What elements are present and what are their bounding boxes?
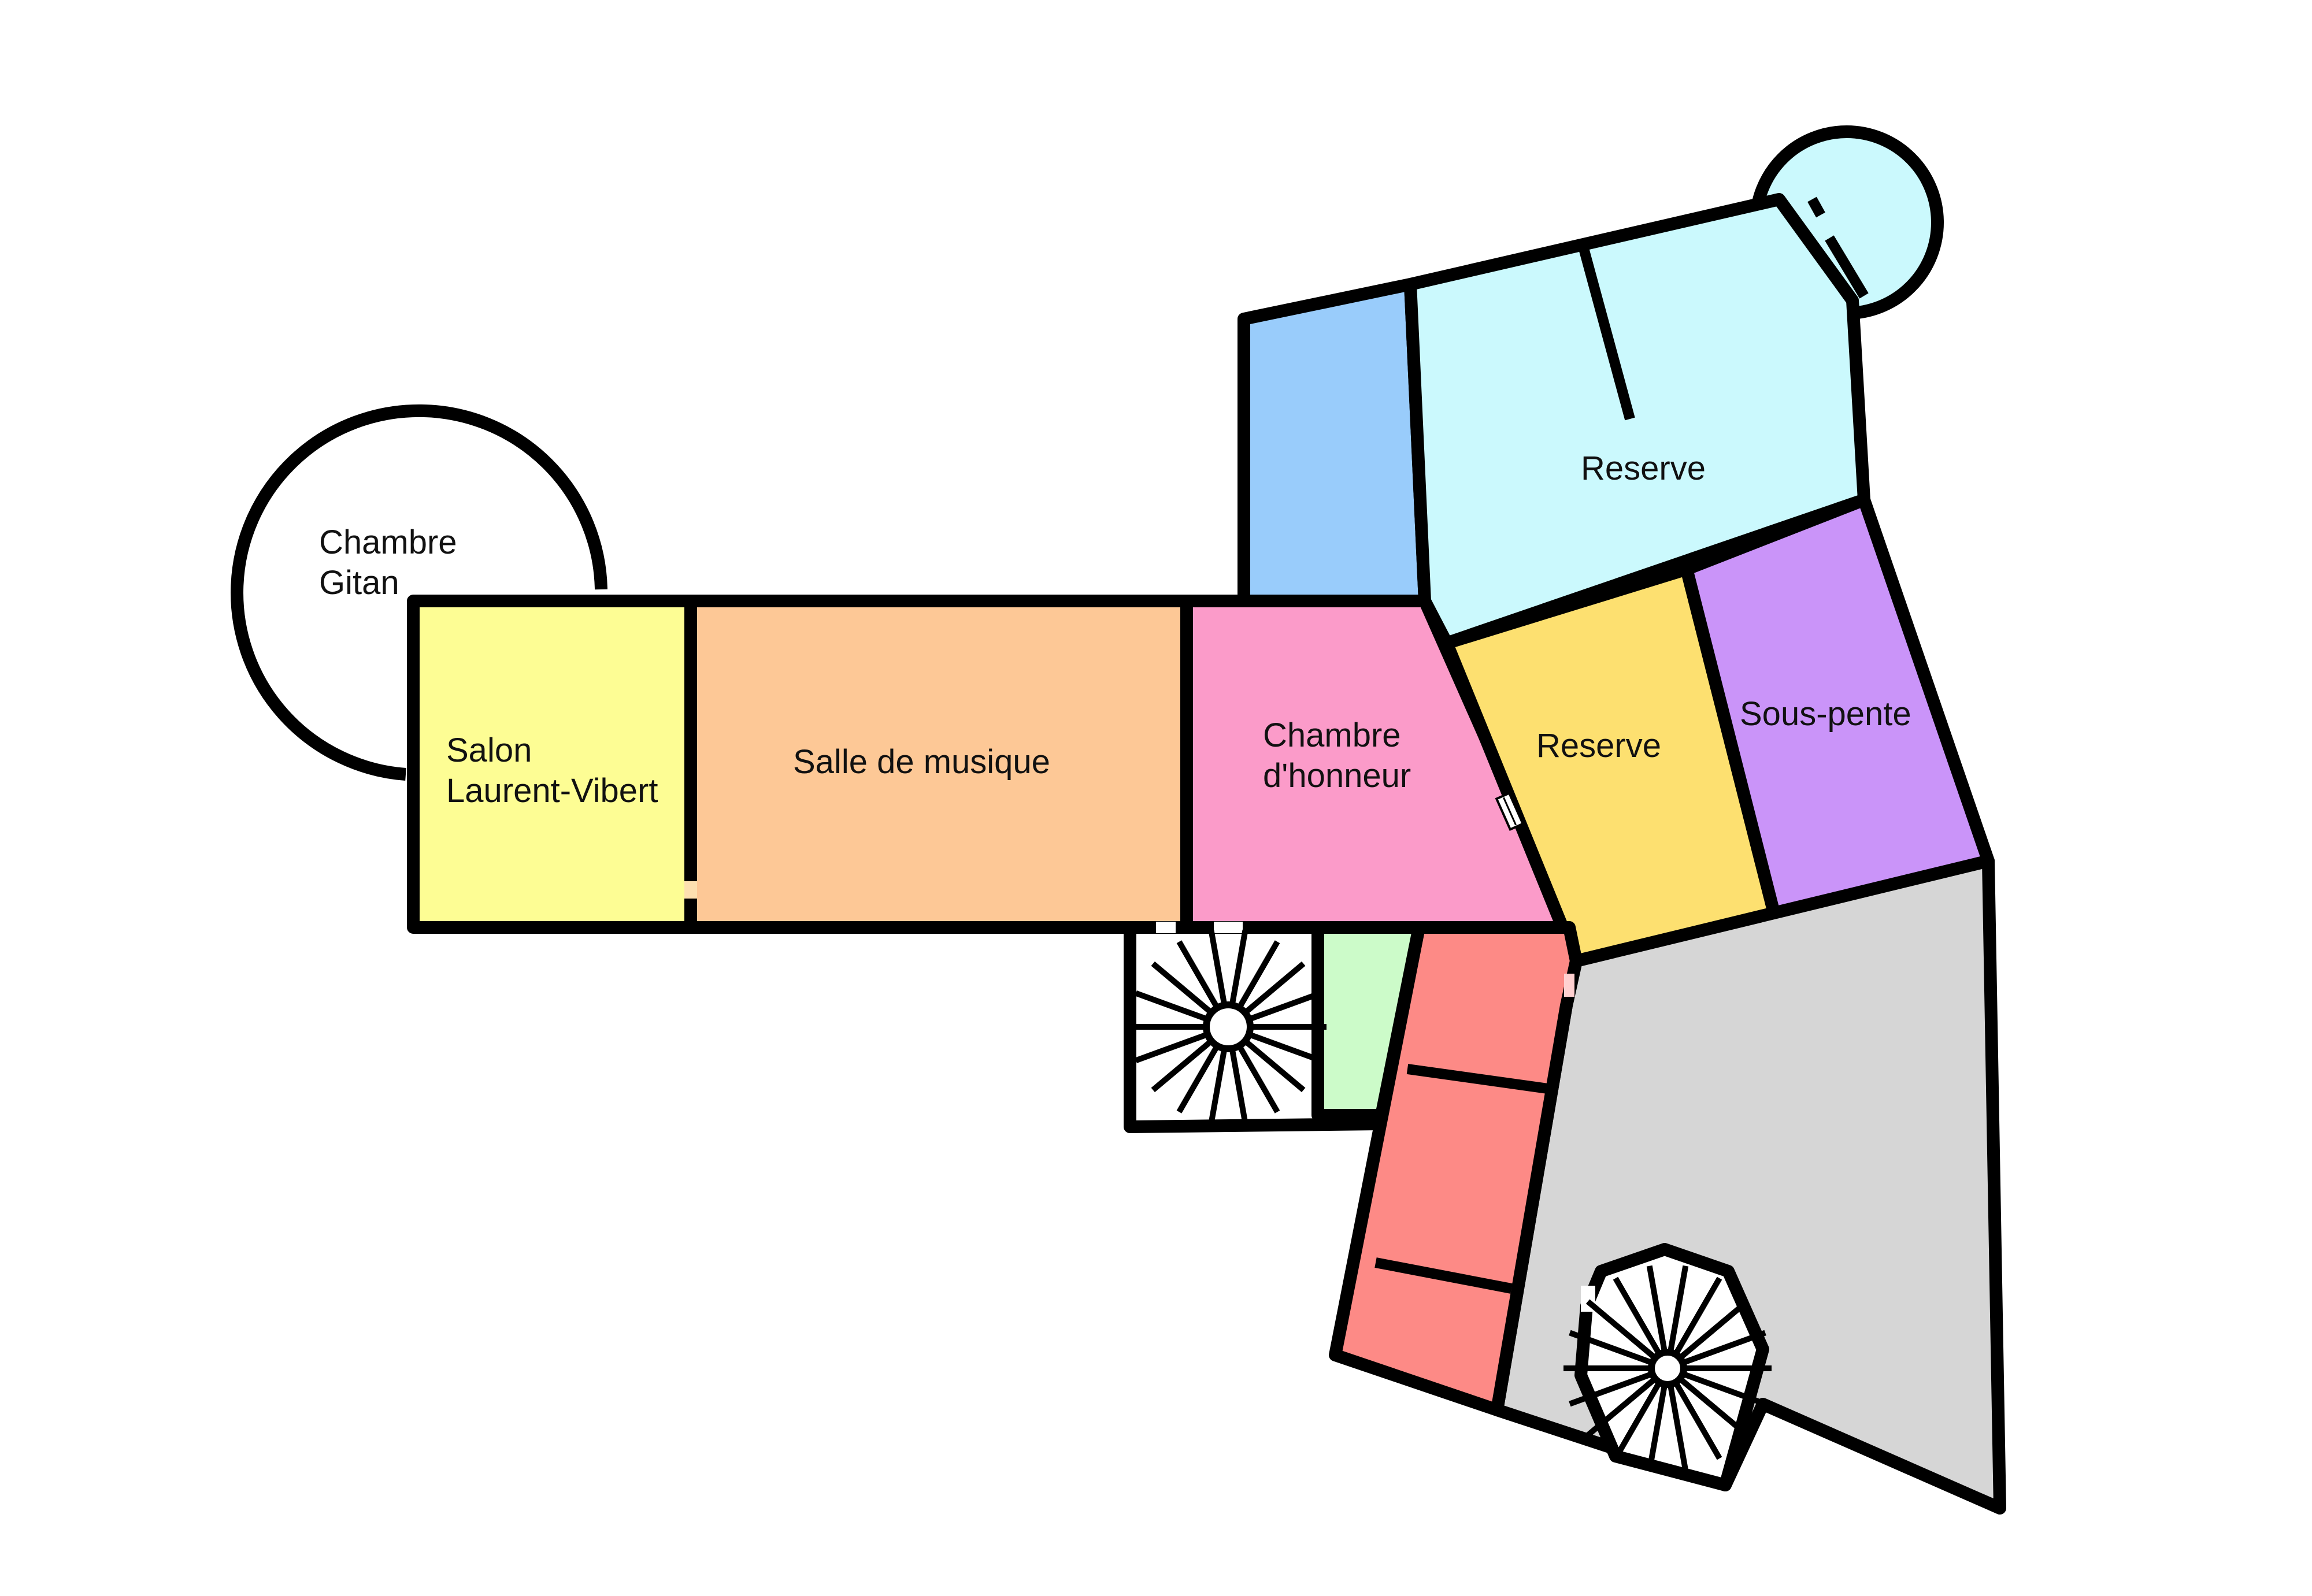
stair-tread: [1646, 1265, 1668, 1353]
room-chambre-gitan: [231, 404, 607, 781]
stair-tread: [1176, 940, 1220, 1009]
stair-tread: [1613, 1276, 1662, 1356]
stair-tread: [1243, 1038, 1306, 1093]
spiral-staircase-icon: [1563, 1265, 1772, 1472]
stair-tread: [1667, 1383, 1689, 1472]
stair-tread: [1151, 961, 1214, 1015]
room-salle-de-musique: [684, 595, 1193, 934]
stair-tread: [1585, 1299, 1657, 1360]
doorway-salon-musique: [684, 881, 697, 899]
stair-tread: [1681, 1371, 1766, 1407]
label-reserve-north: Reserve: [1581, 450, 1706, 487]
label-salle-de-musique: Salle de musique: [793, 743, 1050, 781]
stair-tread: [1667, 1265, 1689, 1353]
doorway-red-hall: [1564, 974, 1574, 997]
label-salon-laurent-vibert: Salon Laurent-Vibert: [446, 732, 658, 810]
stair-tread: [1673, 1276, 1722, 1356]
partition-reserve-north: [1579, 247, 1635, 421]
doorway-stair-west-a: [1156, 922, 1176, 933]
spiral-staircase-icon: [1130, 929, 1327, 1124]
stair-tread: [1673, 1380, 1722, 1460]
room-salon-laurent-vibert: [407, 595, 697, 934]
stair-newel: [1203, 1001, 1254, 1052]
stair-tread: [1613, 1380, 1662, 1460]
room-blue: [1237, 278, 1431, 607]
label-chambre-gitan: Chambre Gitan: [319, 524, 466, 602]
stair-tread: [1135, 990, 1209, 1022]
window-mullion: [1503, 797, 1517, 826]
stair-tread: [1247, 1031, 1322, 1063]
stair-tread: [1569, 1330, 1654, 1366]
stair-tread: [1236, 940, 1280, 1009]
partition-red-upper: [1406, 1064, 1553, 1094]
stair-tread: [1678, 1376, 1750, 1438]
stair-tread: [1229, 929, 1248, 1006]
stair-tread: [1229, 1048, 1248, 1124]
stair-tread: [1236, 1044, 1280, 1114]
stair-tread: [1208, 929, 1228, 1006]
partition-tower-ne-b: [1825, 235, 1869, 299]
stair-tread: [1151, 1038, 1214, 1093]
stair-tread: [1176, 1044, 1220, 1114]
stair-tread: [1681, 1330, 1766, 1366]
stair-tread: [1585, 1376, 1657, 1438]
stair-tread: [1135, 1031, 1209, 1063]
stair-tread: [1678, 1299, 1750, 1360]
stair-tread: [1569, 1371, 1654, 1407]
label-chambre-d-honneur: Chambre d'honneur: [1263, 717, 1411, 795]
stair-tread: [1646, 1383, 1668, 1472]
label-reserve-middle: Reserve: [1536, 727, 1661, 764]
partition-tower-ne-a: [1807, 196, 1825, 218]
label-sous-pente: Sous-pente: [1740, 695, 1911, 733]
stair-tread: [1208, 1048, 1228, 1124]
partition-red-lower: [1374, 1257, 1513, 1294]
stair-newel: [1648, 1349, 1687, 1388]
doorway-stair-west-b: [1214, 922, 1243, 933]
stair-tread: [1243, 961, 1306, 1015]
stair-tread: [1247, 990, 1322, 1022]
